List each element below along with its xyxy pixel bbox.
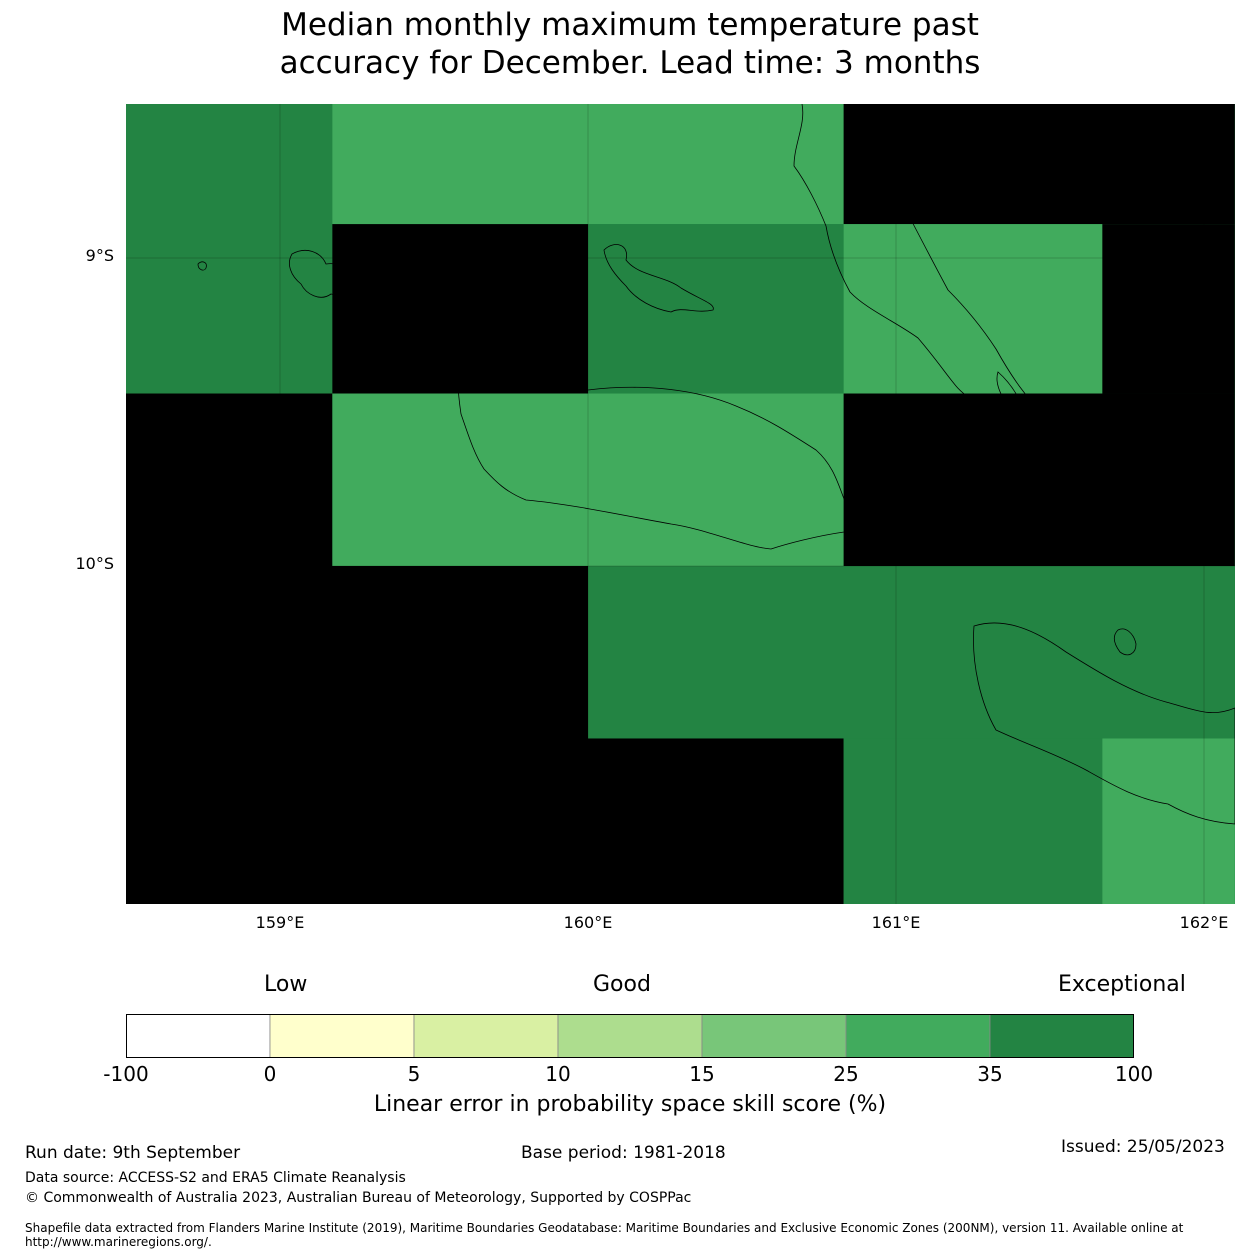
legend-category-exceptional: Exceptional xyxy=(1058,972,1186,997)
map-title: Median monthly maximum temperature past … xyxy=(0,6,1260,82)
colorbar-outline xyxy=(126,1014,1134,1058)
skill-cell-0 xyxy=(126,104,333,394)
skill-cell-8 xyxy=(332,393,844,566)
skill-cell-5 xyxy=(843,224,1103,394)
colorbar-bin-0 xyxy=(126,1014,271,1058)
coastline-malaita-north xyxy=(793,104,1068,487)
shapefile-credit: Shapefile data extracted from Flanders M… xyxy=(25,1221,1225,1249)
coastline-small-west xyxy=(197,261,207,271)
skill-cell-3 xyxy=(332,224,588,394)
colorbar-tick-5: 25 xyxy=(833,1062,859,1086)
colorbar-tick-3: 10 xyxy=(545,1062,571,1086)
colorbar-bin-2 xyxy=(413,1014,559,1058)
skill-cell-12 xyxy=(588,738,844,904)
coastline-malaita-south xyxy=(996,371,1072,484)
shapefile-credit-line-1: Shapefile data extracted from Flanders M… xyxy=(25,1221,1184,1235)
skill-cell-10 xyxy=(126,566,588,904)
skill-grid-cells xyxy=(126,104,1235,904)
legend-category-low: Low xyxy=(264,972,308,997)
skill-cell-11 xyxy=(588,566,1235,739)
colorbar-label: Linear error in probability space skill … xyxy=(373,1092,887,1117)
graticule-lines xyxy=(126,104,1235,904)
legend-category-good: Good xyxy=(593,972,651,997)
coastline-florida-islands xyxy=(603,244,714,313)
coastlines xyxy=(197,104,1235,825)
skill-cell-1 xyxy=(332,104,844,225)
skill-cell-4 xyxy=(588,224,844,394)
title-line-2: accuracy for December. Lead time: 3 mont… xyxy=(279,45,981,81)
issued-date: Issued: 25/05/2023 xyxy=(1061,1137,1225,1157)
skill-map xyxy=(126,104,1235,904)
skill-cell-9 xyxy=(843,393,1235,566)
colorbar-bin-5 xyxy=(845,1014,991,1058)
base-period: Base period: 1981-2018 xyxy=(521,1143,726,1163)
colorbar-tick-6: 35 xyxy=(977,1062,1003,1086)
colorbar-tick-0: -100 xyxy=(103,1062,149,1086)
colorbar-tick-1: 0 xyxy=(263,1062,277,1086)
lon-tick-160e: 160°E xyxy=(563,913,613,932)
data-source: Data source: ACCESS-S2 and ERA5 Climate … xyxy=(25,1170,406,1186)
shapefile-credit-link[interactable]: http://www.marineregions.org/. xyxy=(25,1235,212,1249)
colorbar-bin-6 xyxy=(989,1014,1134,1058)
skill-cell-13 xyxy=(843,738,1103,904)
title-line-1: Median monthly maximum temperature past xyxy=(281,7,979,43)
coastline-savo xyxy=(518,288,540,309)
colorbar-bin-3 xyxy=(557,1014,703,1058)
colorbar xyxy=(126,1014,1134,1058)
lon-tick-162e: 162°E xyxy=(1179,913,1229,932)
coastline-ulawa xyxy=(1114,628,1137,656)
lat-tick-10s: 10°S xyxy=(75,554,114,573)
lon-tick-159e: 159°E xyxy=(255,913,305,932)
lon-tick-161e: 161°E xyxy=(871,913,921,932)
colorbar-tick-7: 100 xyxy=(1114,1062,1154,1086)
copyright: © Commonwealth of Australia 2023, Austra… xyxy=(25,1190,692,1206)
colorbar-tick-2: 5 xyxy=(407,1062,421,1086)
skill-cell-2 xyxy=(843,104,1235,225)
coastline-makira xyxy=(973,622,1235,825)
colorbar-bin-1 xyxy=(269,1014,415,1058)
map-panel xyxy=(126,104,1235,904)
colorbar-bin-4 xyxy=(701,1014,847,1058)
coastline-guadalcanal xyxy=(457,336,853,550)
coastline-small-east xyxy=(1182,472,1199,519)
colorbar-tick-4: 15 xyxy=(689,1062,715,1086)
skill-cell-7 xyxy=(126,393,333,566)
run-date: Run date: 9th September xyxy=(25,1143,241,1163)
lat-tick-9s: 9°S xyxy=(85,246,114,265)
skill-cell-6 xyxy=(1102,224,1235,394)
coastline-russell-islands xyxy=(289,250,350,298)
